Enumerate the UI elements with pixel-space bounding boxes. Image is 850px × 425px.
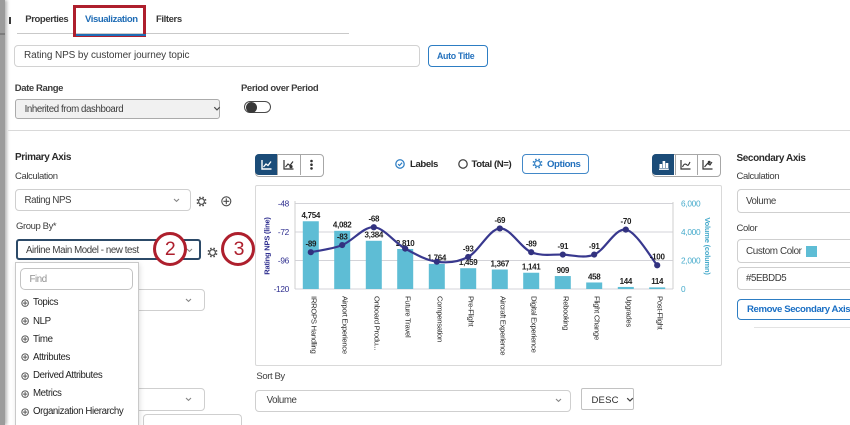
svg-text:-100: -100 bbox=[650, 253, 666, 262]
svg-text:Aircraft Experience: Aircraft Experience bbox=[498, 296, 507, 355]
svg-text:-70: -70 bbox=[620, 217, 632, 226]
svg-text:-96: -96 bbox=[278, 255, 290, 265]
svg-text:1,459: 1,459 bbox=[459, 258, 478, 267]
svg-text:-91: -91 bbox=[589, 242, 601, 251]
svg-text:Post-Flight: Post-Flight bbox=[656, 296, 665, 331]
svg-text:1,367: 1,367 bbox=[491, 259, 510, 268]
svg-text:-93: -93 bbox=[463, 244, 475, 253]
svg-text:Pre-Flight: Pre-Flight bbox=[467, 296, 476, 327]
svg-text:909: 909 bbox=[557, 266, 570, 275]
svg-text:Volume (column): Volume (column) bbox=[703, 217, 712, 275]
svg-text:4,082: 4,082 bbox=[333, 221, 352, 230]
svg-text:144: 144 bbox=[620, 277, 633, 286]
svg-text:IRROPS Handling: IRROPS Handling bbox=[309, 296, 318, 353]
svg-text:3,384: 3,384 bbox=[365, 231, 384, 240]
svg-text:Flight Change: Flight Change bbox=[593, 296, 602, 340]
svg-text:Future Travel: Future Travel bbox=[404, 296, 413, 338]
svg-text:-91: -91 bbox=[557, 242, 569, 251]
svg-text:1,141: 1,141 bbox=[522, 263, 541, 272]
svg-text:458: 458 bbox=[588, 272, 601, 281]
svg-text:-72: -72 bbox=[278, 227, 290, 237]
svg-text:Onboard Produ...: Onboard Produ... bbox=[372, 296, 381, 350]
svg-text:-89: -89 bbox=[526, 240, 538, 249]
svg-text:-68: -68 bbox=[368, 215, 380, 224]
svg-text:-89: -89 bbox=[305, 240, 317, 249]
svg-text:-120: -120 bbox=[274, 284, 290, 294]
svg-text:Digital Experience: Digital Experience bbox=[530, 296, 539, 353]
svg-text:2,810: 2,810 bbox=[396, 239, 415, 248]
svg-text:4,000: 4,000 bbox=[681, 227, 701, 237]
svg-text:4,754: 4,754 bbox=[302, 211, 321, 220]
svg-text:0: 0 bbox=[681, 284, 686, 294]
svg-text:2,000: 2,000 bbox=[681, 255, 701, 265]
svg-text:-69: -69 bbox=[494, 216, 506, 225]
svg-text:Compensation: Compensation bbox=[435, 296, 444, 342]
svg-text:6,000: 6,000 bbox=[681, 198, 701, 208]
svg-text:Upgrades: Upgrades bbox=[624, 296, 633, 327]
svg-text:-83: -83 bbox=[337, 232, 349, 241]
svg-text:114: 114 bbox=[651, 277, 664, 286]
svg-text:-48: -48 bbox=[278, 198, 290, 208]
svg-text:Airport Experience: Airport Experience bbox=[341, 296, 350, 354]
svg-text:Rating NPS (line): Rating NPS (line) bbox=[263, 217, 272, 275]
svg-text:Rebooking: Rebooking bbox=[561, 296, 570, 330]
svg-text:1,764: 1,764 bbox=[428, 254, 447, 263]
